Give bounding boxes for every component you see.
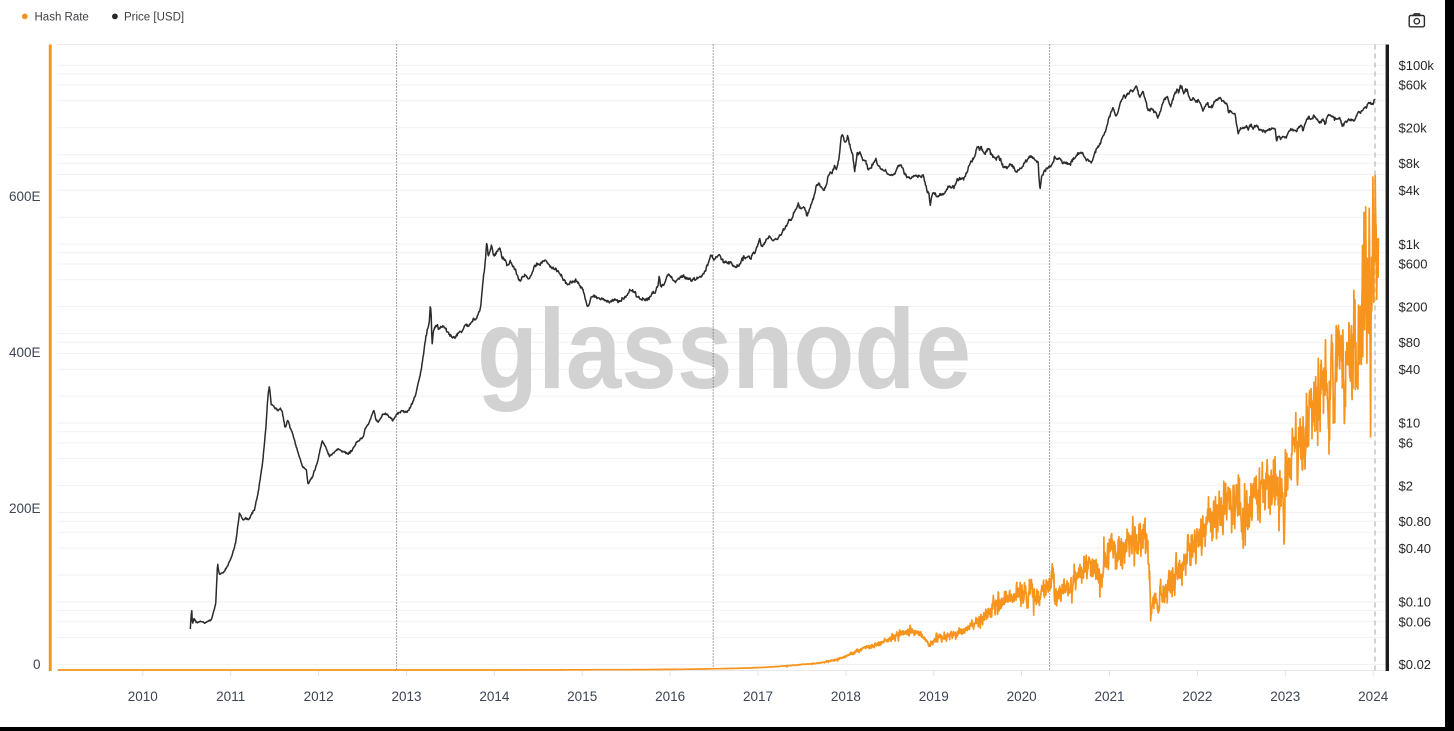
svg-text:$8k: $8k: [1399, 156, 1420, 171]
svg-text:2020: 2020: [1007, 689, 1037, 704]
svg-text:600E: 600E: [9, 189, 41, 204]
svg-text:$60k: $60k: [1399, 78, 1428, 93]
svg-text:$200: $200: [1399, 299, 1428, 314]
svg-text:$0.80: $0.80: [1399, 514, 1432, 529]
svg-text:$2: $2: [1399, 478, 1413, 493]
svg-text:2016: 2016: [655, 689, 685, 704]
svg-text:$100k: $100k: [1399, 58, 1435, 73]
svg-text:$0.40: $0.40: [1399, 541, 1432, 556]
svg-text:$4k: $4k: [1399, 183, 1420, 198]
svg-text:2021: 2021: [1094, 689, 1124, 704]
svg-text:0: 0: [33, 657, 41, 672]
svg-text:2014: 2014: [479, 689, 510, 704]
svg-text:2023: 2023: [1270, 689, 1300, 704]
svg-text:2011: 2011: [216, 689, 245, 704]
svg-text:2010: 2010: [128, 689, 158, 704]
svg-text:400E: 400E: [9, 345, 41, 360]
svg-text:2018: 2018: [831, 689, 861, 704]
svg-text:$80: $80: [1399, 335, 1421, 350]
svg-text:2024: 2024: [1358, 689, 1389, 704]
svg-text:2017: 2017: [743, 689, 773, 704]
svg-text:glassnode: glassnode: [477, 286, 971, 412]
svg-text:$20k: $20k: [1399, 120, 1428, 135]
svg-text:2015: 2015: [567, 689, 597, 704]
svg-text:200E: 200E: [9, 501, 41, 516]
svg-text:$10: $10: [1399, 416, 1421, 431]
svg-text:$0.06: $0.06: [1399, 615, 1432, 630]
svg-text:2019: 2019: [919, 689, 949, 704]
svg-text:$600: $600: [1399, 257, 1428, 272]
svg-text:Hash Rate: Hash Rate: [35, 12, 89, 24]
svg-text:2012: 2012: [304, 689, 334, 704]
svg-text:Price [USD]: Price [USD]: [124, 12, 184, 24]
svg-text:2022: 2022: [1182, 689, 1212, 704]
svg-text:$40: $40: [1399, 362, 1421, 377]
svg-text:$6: $6: [1399, 436, 1413, 451]
svg-text:2013: 2013: [391, 689, 421, 704]
svg-text:$0.02: $0.02: [1399, 657, 1432, 672]
svg-text:$0.10: $0.10: [1399, 595, 1432, 610]
svg-text:$1k: $1k: [1399, 237, 1420, 252]
